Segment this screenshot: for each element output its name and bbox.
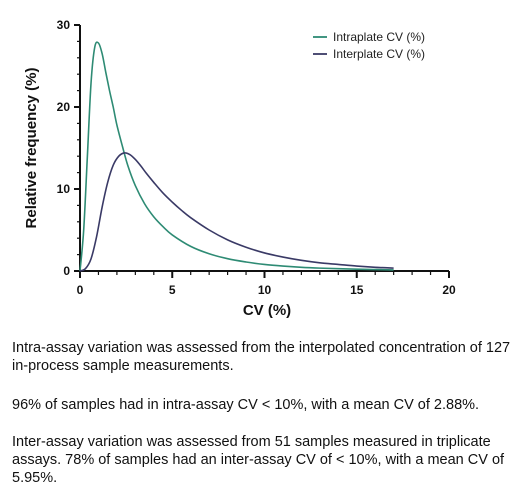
series-line-interplate — [79, 152, 394, 272]
series-line-intraplate — [79, 41, 394, 272]
series-layer — [79, 41, 394, 272]
cv-distribution-chart: 0 10 20 30 0 5 10 15 20 Intraplate CV (%) Interp… — [23, 18, 456, 319]
caption-paragraph-1: Intra-assay variation was assessed from … — [12, 340, 511, 374]
caption-paragraph-2: 96% of samples had in intra-assay CV < 1… — [12, 397, 480, 413]
y-tick-label: 20 — [57, 100, 71, 114]
x-tick-label: 5 — [169, 283, 176, 297]
legend-label: Intraplate CV (%) — [333, 30, 425, 44]
y-axis: 0 10 20 30 — [57, 18, 81, 278]
x-axis-title: CV (%) — [243, 302, 291, 319]
y-tick-label: 30 — [57, 18, 71, 32]
x-tick-label: 20 — [442, 283, 456, 297]
caption-paragraph-3: Inter-assay variation was assessed from … — [12, 434, 505, 486]
legend-label: Interplate CV (%) — [333, 47, 425, 61]
y-axis-title: Relative frequency (%) — [23, 68, 40, 229]
x-tick-label: 10 — [258, 283, 272, 297]
x-axis: 0 5 10 15 20 — [77, 270, 456, 297]
x-tick-label: 0 — [77, 283, 84, 297]
legend: Intraplate CV (%) Interplate CV (%) — [313, 30, 425, 61]
y-tick-label: 10 — [57, 182, 71, 196]
y-tick-label: 0 — [63, 264, 70, 278]
x-tick-label: 15 — [350, 283, 364, 297]
